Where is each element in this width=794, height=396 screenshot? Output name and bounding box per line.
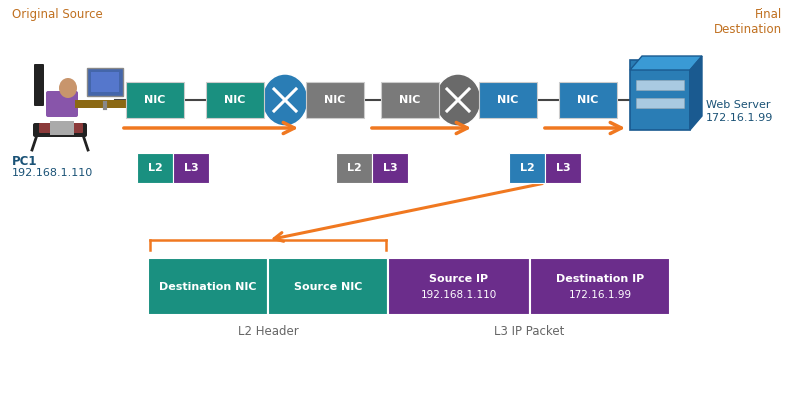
- Text: NIC: NIC: [399, 95, 421, 105]
- Text: L3: L3: [383, 163, 397, 173]
- FancyBboxPatch shape: [388, 258, 530, 315]
- Text: Source NIC: Source NIC: [294, 282, 362, 291]
- FancyBboxPatch shape: [206, 82, 264, 118]
- Ellipse shape: [262, 74, 308, 126]
- Ellipse shape: [435, 74, 481, 126]
- Text: L2: L2: [148, 163, 163, 173]
- FancyBboxPatch shape: [39, 123, 83, 133]
- Text: 192.168.1.110: 192.168.1.110: [12, 168, 93, 178]
- FancyBboxPatch shape: [636, 80, 684, 90]
- FancyBboxPatch shape: [479, 82, 537, 118]
- FancyBboxPatch shape: [372, 153, 408, 183]
- FancyBboxPatch shape: [33, 123, 87, 137]
- Text: NIC: NIC: [225, 95, 245, 105]
- FancyBboxPatch shape: [268, 258, 388, 315]
- Text: Web Server: Web Server: [706, 100, 770, 110]
- FancyBboxPatch shape: [630, 60, 690, 130]
- Text: NIC: NIC: [497, 95, 518, 105]
- FancyBboxPatch shape: [50, 121, 74, 135]
- Text: L3 IP Packet: L3 IP Packet: [494, 325, 565, 338]
- Text: NIC: NIC: [145, 95, 166, 105]
- Text: 192.168.1.110: 192.168.1.110: [421, 289, 497, 299]
- FancyBboxPatch shape: [91, 72, 119, 92]
- FancyBboxPatch shape: [545, 153, 581, 183]
- Text: NIC: NIC: [577, 95, 599, 105]
- Text: L3: L3: [556, 163, 570, 173]
- Text: L2 Header: L2 Header: [237, 325, 299, 338]
- FancyBboxPatch shape: [509, 153, 545, 183]
- FancyBboxPatch shape: [381, 82, 439, 118]
- FancyBboxPatch shape: [173, 153, 209, 183]
- FancyBboxPatch shape: [137, 153, 173, 183]
- Text: Final
Destination: Final Destination: [714, 8, 782, 36]
- Text: Source IP: Source IP: [430, 274, 488, 284]
- Text: 172.16.1.99: 172.16.1.99: [569, 289, 631, 299]
- FancyBboxPatch shape: [87, 68, 123, 96]
- FancyBboxPatch shape: [46, 91, 78, 117]
- Polygon shape: [630, 56, 702, 70]
- Text: PC1: PC1: [12, 155, 37, 168]
- FancyBboxPatch shape: [636, 98, 684, 108]
- Text: Destination IP: Destination IP: [556, 274, 644, 284]
- Polygon shape: [690, 56, 702, 130]
- Text: Destination NIC: Destination NIC: [160, 282, 256, 291]
- FancyBboxPatch shape: [559, 82, 617, 118]
- FancyBboxPatch shape: [530, 258, 670, 315]
- FancyBboxPatch shape: [126, 82, 184, 118]
- FancyBboxPatch shape: [306, 82, 364, 118]
- Text: NIC: NIC: [324, 95, 345, 105]
- FancyBboxPatch shape: [34, 64, 44, 106]
- FancyBboxPatch shape: [148, 258, 268, 315]
- Text: 172.16.1.99: 172.16.1.99: [706, 113, 773, 123]
- Ellipse shape: [59, 78, 77, 98]
- FancyBboxPatch shape: [336, 153, 372, 183]
- Text: L2: L2: [519, 163, 534, 173]
- Text: L3: L3: [183, 163, 198, 173]
- FancyBboxPatch shape: [75, 100, 130, 108]
- Text: Original Source: Original Source: [12, 8, 102, 21]
- Text: L2: L2: [347, 163, 361, 173]
